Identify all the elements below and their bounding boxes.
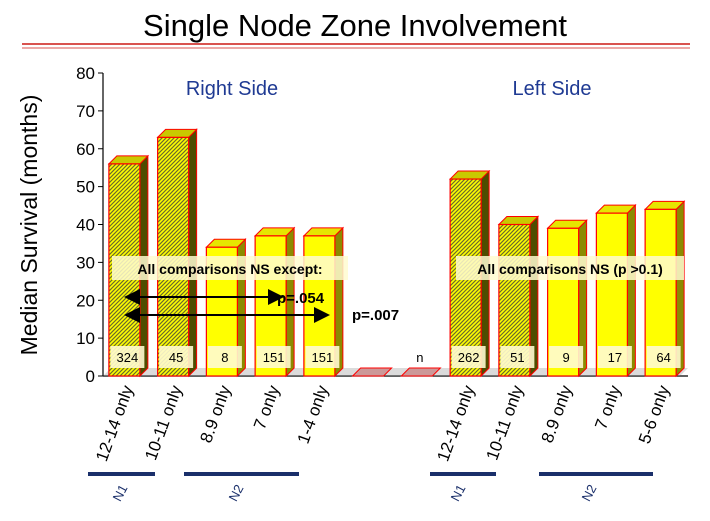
group-label-left: Left Side: [513, 78, 592, 100]
x-tick-label: 10-11 only: [483, 382, 528, 462]
y-tick-label: 0: [86, 367, 95, 386]
count-labels: 324 45 8 151 151 n 262 51 9 17 64: [110, 346, 681, 368]
y-tick-label: 50: [76, 178, 95, 197]
x-tick-label: 8.9 only: [196, 382, 234, 445]
count-label: 151: [263, 350, 285, 365]
bracket-label-n1-right: N1: [110, 482, 131, 504]
count-box: [500, 346, 535, 368]
y-tick-label: 10: [76, 329, 95, 348]
count-box: [207, 346, 242, 368]
y-axis: 0 10 20 30 40 50 60 70 80: [76, 64, 688, 386]
count-label: 17: [608, 350, 622, 365]
p007-label: p=.007: [352, 307, 399, 324]
left-annotation-text: All comparisons NS (p >0.1): [477, 261, 663, 277]
bar: [400, 367, 442, 377]
left-annotation-box: [456, 256, 684, 280]
bracket-label-n2-left: N2: [579, 482, 600, 504]
group-label-right: Right Side: [186, 78, 278, 100]
count-label: 262: [458, 350, 480, 365]
count-box: [305, 346, 340, 368]
y-tick-label: 30: [76, 253, 95, 272]
count-label: 45: [169, 350, 183, 365]
count-label: 51: [510, 350, 524, 365]
x-tick-label: 12-14 only: [92, 382, 137, 464]
count-label: 324: [117, 350, 139, 365]
x-tick-label: 7 only: [591, 382, 625, 432]
count-label: 64: [656, 350, 670, 365]
count-label: 151: [312, 350, 334, 365]
count-label: n: [416, 350, 423, 365]
y-tick-label: 60: [76, 140, 95, 159]
x-tick-label: 5-6 only: [635, 382, 674, 446]
x-tick-label: 8.9 only: [538, 382, 576, 445]
bars: [107, 128, 686, 378]
count-label: 8: [221, 350, 228, 365]
y-tick-label: 70: [76, 102, 95, 121]
count-box: [110, 346, 145, 368]
x-tick-label: 10-11 only: [141, 382, 186, 462]
x-tick-label: 1-4 only: [294, 382, 333, 446]
bar: [156, 128, 198, 378]
x-tick-label: 7 only: [250, 382, 284, 432]
count-label: 9: [563, 350, 570, 365]
y-tick-label: 40: [76, 216, 95, 235]
y-tick-label: 80: [76, 64, 95, 83]
bar: [351, 367, 393, 377]
bracket-label-n1-left: N1: [448, 482, 469, 504]
count-box: [646, 346, 681, 368]
x-tick-labels: 12-14 only 10-11 only 8.9 only 7 only 1-4 on…: [92, 382, 673, 464]
chart-title: Single Node Zone Involvement: [143, 8, 567, 43]
y-axis-label: Median Survival (months): [16, 95, 42, 356]
y-tick-label: 20: [76, 291, 95, 310]
count-box: [256, 346, 291, 368]
count-box: [451, 346, 486, 368]
count-box: [549, 346, 584, 368]
count-box: [597, 346, 632, 368]
x-tick-label: 12-14 only: [433, 382, 478, 464]
right-annotation-box: [112, 256, 348, 280]
bracket-label-n2-right: N2: [226, 482, 247, 504]
count-box: [159, 346, 194, 368]
p054-label: p=.054: [277, 290, 325, 307]
right-annotation-text: All comparisons NS except:: [137, 261, 322, 277]
